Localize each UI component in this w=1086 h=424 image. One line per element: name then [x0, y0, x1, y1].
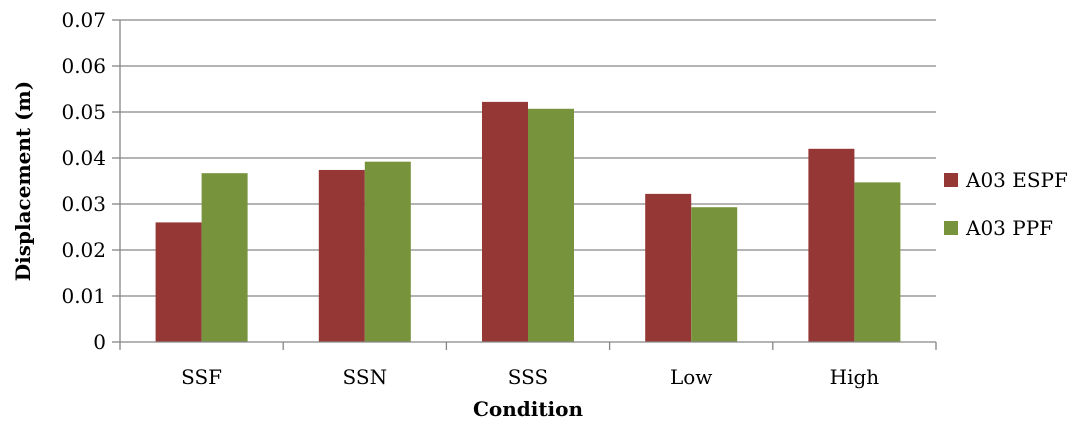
y-tick-label: 0.03: [61, 192, 106, 216]
y-tick-label: 0: [93, 330, 106, 354]
bar-high-ppf: [854, 182, 901, 342]
axes: [119, 20, 936, 343]
y-tick-label: 0.02: [61, 238, 106, 262]
y-tick-label: 0.06: [61, 54, 106, 78]
bar-sss-espf: [482, 101, 528, 342]
legend: A03 ESPF A03 PPF: [944, 168, 1068, 240]
bar-low-espf: [645, 193, 692, 342]
bar-ssf-ppf: [201, 173, 248, 342]
bars: [155, 101, 901, 342]
y-tick-label: 0.07: [61, 8, 106, 32]
bar-low-ppf: [691, 207, 738, 342]
legend-label-espf: A03 ESPF: [965, 168, 1068, 192]
bar-ssn-espf: [318, 169, 365, 342]
y-axis-title: Displacement (m): [11, 81, 35, 281]
x-tick-label: SSN: [343, 365, 388, 389]
legend-swatch-espf: [944, 173, 958, 187]
legend-swatch-ppf: [944, 221, 958, 235]
x-tick-label: Low: [670, 365, 712, 389]
x-axis-title: Condition: [473, 397, 584, 421]
y-tick-label: 0.04: [61, 146, 106, 170]
bar-sss-ppf: [528, 108, 574, 342]
bar-ssn-ppf: [364, 161, 411, 342]
x-tick-labels: SSF SSN SSS Low High: [181, 365, 879, 389]
bar-ssf-espf: [155, 222, 202, 342]
x-tick-label: SSS: [508, 365, 548, 389]
x-tick-label: High: [830, 365, 880, 389]
y-tick-label: 0.01: [61, 284, 106, 308]
y-tick-labels: 0 0.01 0.02 0.03 0.04 0.05 0.06 0.07: [61, 8, 106, 354]
x-tick-label: SSF: [181, 365, 222, 389]
legend-label-ppf: A03 PPF: [965, 216, 1053, 240]
y-tick-label: 0.05: [61, 100, 106, 124]
bar-high-espf: [808, 148, 855, 342]
